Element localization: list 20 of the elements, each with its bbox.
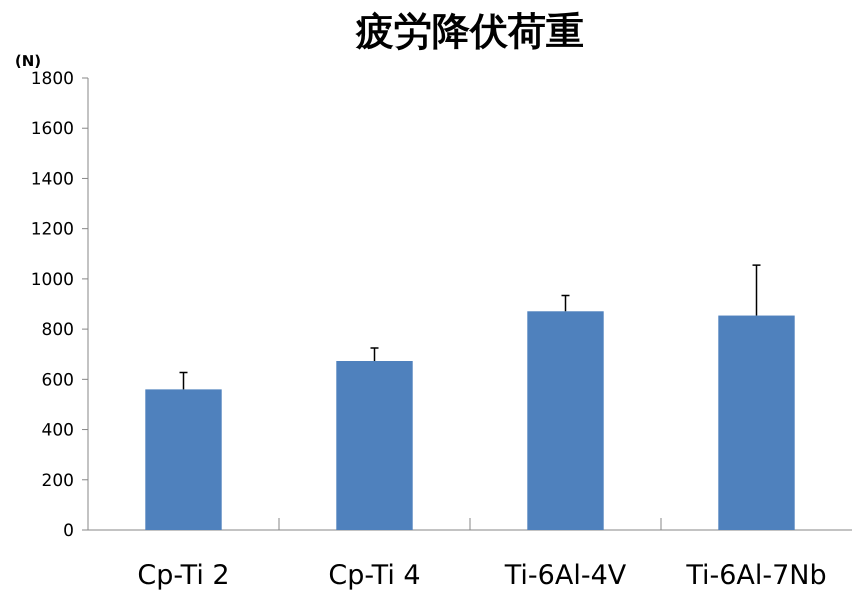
bar [145, 389, 222, 530]
chart-title: 疲労降伏荷重 [355, 9, 584, 53]
y-tick-label: 1200 [30, 220, 74, 240]
y-tick-label: 1600 [30, 119, 74, 140]
bar [336, 361, 413, 530]
y-tick-label: 800 [42, 320, 74, 340]
x-tick-label: Cp-Ti 2 [137, 560, 230, 591]
y-tick-label: 200 [42, 470, 74, 491]
y-tick-label: 600 [42, 370, 74, 390]
y-tick-label: 1400 [30, 169, 74, 190]
x-tick-label: Ti-6Al-4V [504, 560, 627, 591]
y-tick-label: 400 [42, 420, 74, 441]
bar [527, 311, 604, 530]
y-tick-label: 1000 [30, 270, 74, 290]
x-tick-label: Ti-6Al-7Nb [685, 560, 827, 591]
x-tick-label: Cp-Ti 4 [328, 560, 421, 591]
y-tick-label: 0 [63, 521, 74, 541]
y-tick-label: 1800 [30, 69, 74, 89]
bar [718, 316, 795, 530]
y-axis-title: (N) [14, 52, 42, 70]
